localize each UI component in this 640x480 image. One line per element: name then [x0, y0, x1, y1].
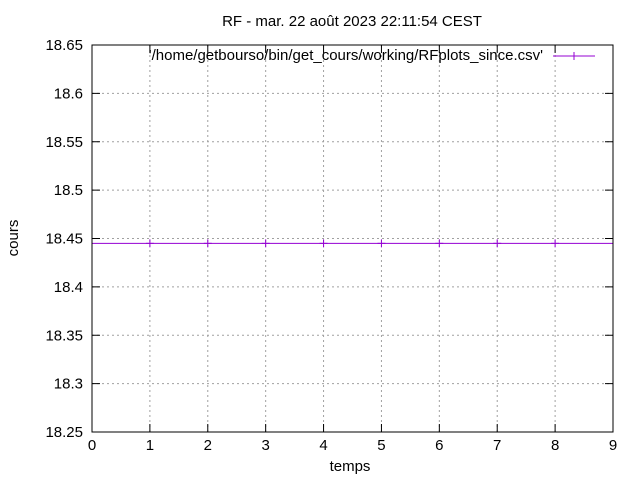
x-tick-label: 6 [435, 437, 443, 454]
y-tick-label: 18.55 [45, 134, 83, 151]
data-point [493, 239, 502, 248]
data-point [377, 239, 386, 248]
y-axis-label: cours [5, 220, 22, 257]
x-tick-label: 8 [551, 437, 559, 454]
data-point [551, 239, 560, 248]
y-tick-label: 18.45 [45, 231, 83, 248]
x-tick-label: 5 [377, 437, 385, 454]
axis-ticks: 0 1 2 3 4 5 6 7 8 9 18.25 18.3 18.35 18.4 18.45 18.5 18.… [45, 37, 617, 454]
data-point [435, 239, 444, 248]
y-tick-label: 18.25 [45, 424, 83, 441]
y-tick-label: 18.35 [45, 327, 83, 344]
x-tick-label: 3 [261, 437, 269, 454]
data-point [261, 239, 270, 248]
y-tick-label: 18.5 [54, 182, 83, 199]
y-tick-label: 18.65 [45, 37, 83, 54]
data-point [319, 239, 328, 248]
legend: '/home/getbourso/bin/get_cours/working/R… [149, 47, 595, 64]
chart-title: RF - mar. 22 août 2023 22:11:54 CEST [222, 13, 482, 30]
x-tick-label: 1 [146, 437, 154, 454]
x-axis-label: temps [330, 458, 371, 475]
data-point [145, 239, 154, 248]
x-tick-label: 7 [493, 437, 501, 454]
grid [92, 45, 613, 432]
legend-label: '/home/getbourso/bin/get_cours/working/R… [149, 47, 543, 64]
x-tick-label: 4 [319, 437, 327, 454]
y-tick-label: 18.4 [54, 279, 83, 296]
data-point [203, 239, 212, 248]
x-tick-label: 9 [609, 437, 617, 454]
y-tick-label: 18.6 [54, 85, 83, 102]
y-tick-label: 18.3 [54, 376, 83, 393]
x-tick-label: 2 [204, 437, 212, 454]
series-layer [92, 239, 613, 248]
x-tick-label: 0 [88, 437, 96, 454]
